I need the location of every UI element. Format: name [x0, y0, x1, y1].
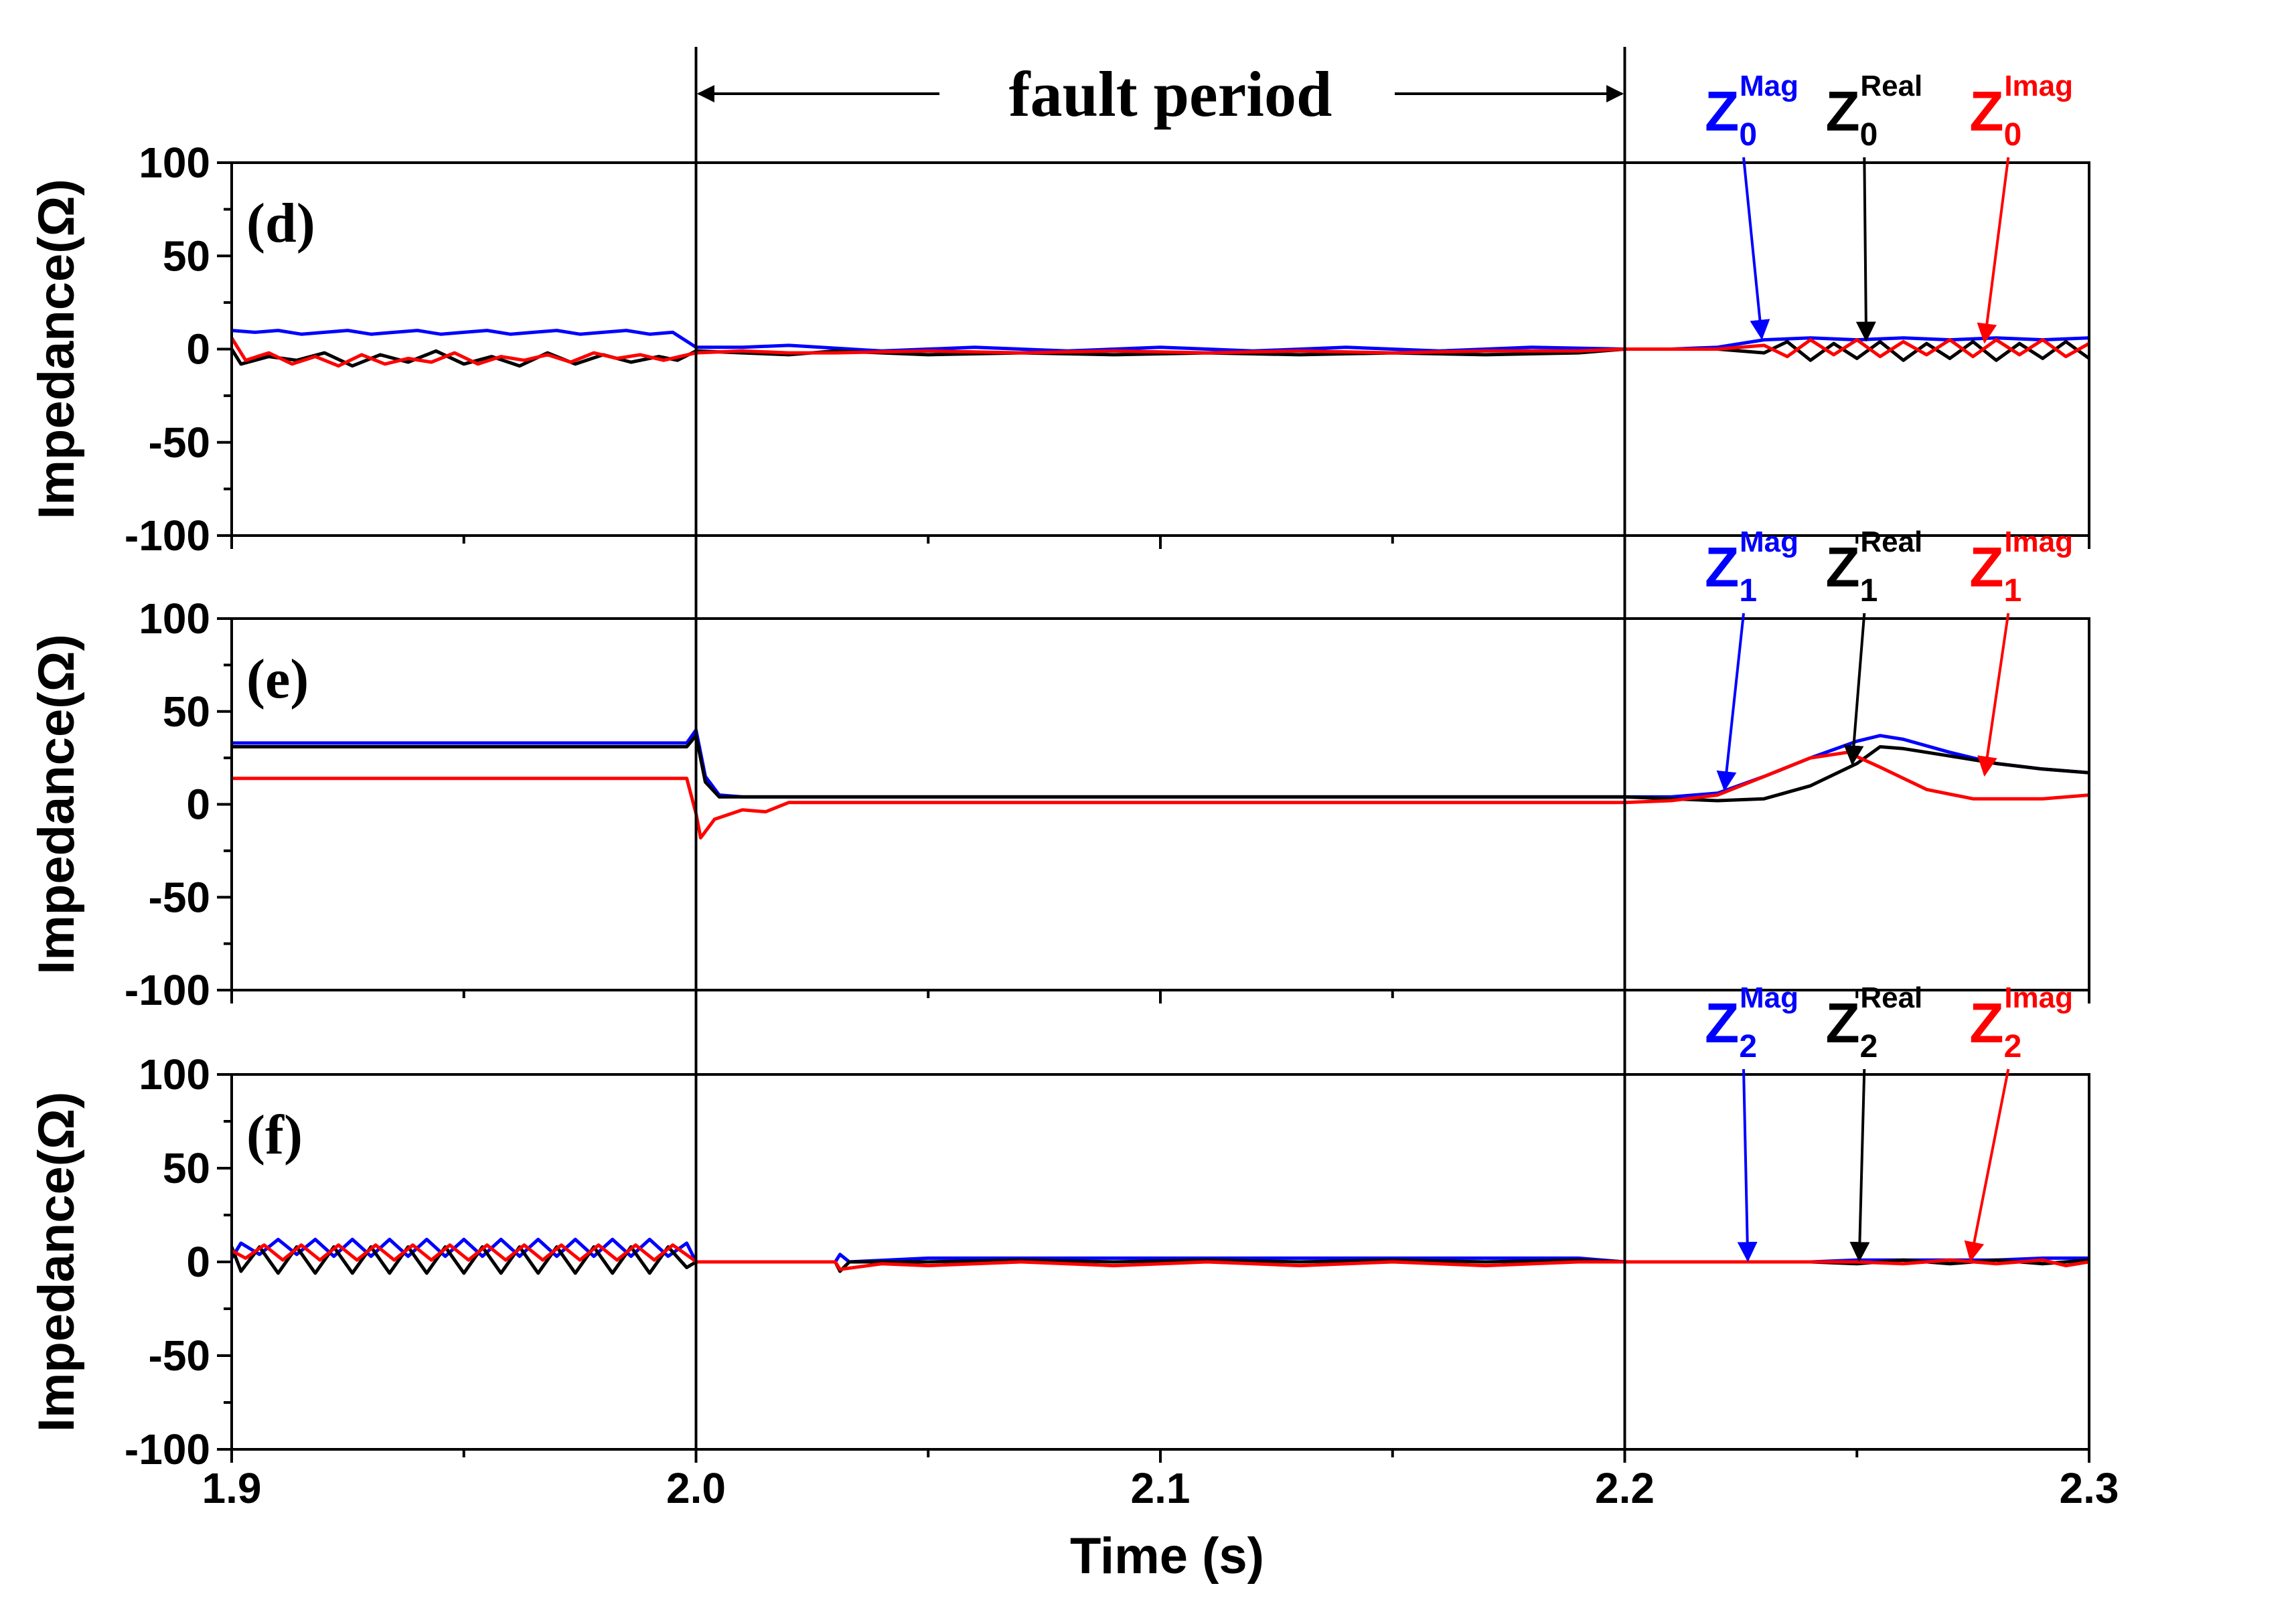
legend-sup: Mag	[1740, 526, 1798, 558]
legend-sup: Mag	[1740, 70, 1798, 102]
legend-sup: Imag	[2004, 981, 2073, 1014]
legend-label: Z2 Real	[1825, 981, 1922, 1064]
series-line	[232, 1245, 2089, 1275]
x-tick-label: 2.3	[2060, 1464, 2119, 1512]
y-tick-label: -100	[125, 1425, 210, 1473]
x-axis-title: Time (s)	[1070, 1528, 1264, 1585]
legend-main: Z	[1705, 536, 1739, 598]
y-tick-label: 100	[139, 594, 210, 643]
y-axis-title: Impedance(Ω)	[28, 1092, 85, 1433]
legend-arrow	[1716, 613, 1745, 792]
y-tick-label: 0	[186, 325, 210, 374]
legend-sub: 0	[1739, 117, 1757, 153]
legend-label: Z0 Mag	[1705, 70, 1798, 153]
legend-main: Z	[1825, 991, 1859, 1054]
panel-label: (e)	[246, 648, 309, 710]
series-line	[232, 329, 2089, 353]
y-tick-label: -100	[125, 966, 210, 1014]
legend-sub: 0	[2004, 117, 2022, 153]
legend-sup: Real	[1860, 526, 1922, 558]
overlay-layer: 1.9 2.0 2.1 2.2 2.3 Time (s) fault period	[202, 47, 2119, 1585]
panel-label: (d)	[246, 192, 315, 254]
legend-arrow	[1977, 157, 2010, 344]
legend-main: Z	[1705, 80, 1739, 143]
series-line	[232, 734, 2089, 803]
series-line	[232, 1243, 2089, 1271]
legend-label: Z0 Real	[1825, 70, 1922, 153]
y-tick-label: -100	[125, 511, 210, 560]
legend-sup: Imag	[2004, 70, 2073, 102]
legend-sub: 1	[1739, 573, 1757, 609]
legend-main: Z	[1825, 536, 1859, 598]
legend-arrow	[1742, 157, 1770, 340]
x-tick-label: 2.1	[1131, 1464, 1191, 1512]
y-tick-label: 50	[163, 1144, 210, 1192]
legend-label: Z1 Imag	[1969, 526, 2073, 609]
legend-arrow	[1964, 1068, 2010, 1263]
legend-sup: Real	[1860, 70, 1922, 102]
y-axis-title: Impedance(Ω)	[28, 179, 85, 519]
legend-arrow	[1977, 613, 2010, 777]
legend-main: Z	[1969, 991, 2003, 1054]
legend-main: Z	[1969, 536, 2003, 598]
legend-sup: Imag	[2004, 526, 2073, 558]
legend-main: Z	[1825, 80, 1859, 143]
legend-label: Z1 Real	[1825, 526, 1922, 609]
y-tick-label: 0	[186, 781, 210, 829]
series-line	[232, 750, 2089, 839]
x-tick-label: 1.9	[202, 1464, 262, 1512]
y-tick-label: 100	[139, 1050, 210, 1099]
legend-sub: 1	[1860, 573, 1878, 609]
legend-arrow	[1849, 1068, 1870, 1263]
legend-sub: 2	[1739, 1029, 1757, 1064]
legend-arrow	[1737, 1068, 1758, 1263]
y-tick-label: 50	[163, 232, 210, 280]
y-tick-label: -50	[149, 873, 211, 921]
legend-sub: 1	[2004, 573, 2022, 609]
legend-label: Z0 Imag	[1969, 70, 2073, 153]
legend-sup: Real	[1860, 981, 1922, 1014]
legend-sub: 2	[2004, 1029, 2022, 1064]
legend-arrow	[1855, 157, 1876, 342]
legend-label: Z1 Mag	[1705, 526, 1798, 609]
legend-main: Z	[1969, 80, 2003, 143]
series-line	[232, 337, 2089, 368]
series-line	[232, 339, 2089, 368]
y-tick-label: -50	[149, 1332, 211, 1380]
legend-arrow	[1843, 613, 1866, 766]
panel-label: (f)	[246, 1104, 303, 1166]
y-tick-label: 0	[186, 1238, 210, 1286]
x-tick-label: 2.0	[666, 1464, 726, 1512]
y-tick-label: -50	[149, 418, 211, 467]
legend-sub: 2	[1860, 1029, 1878, 1064]
legend-label: Z2 Imag	[1969, 981, 2073, 1064]
y-tick-label: 50	[163, 688, 210, 736]
legend-sub: 0	[1860, 117, 1878, 153]
legend-label: Z2 Mag	[1705, 981, 1798, 1064]
y-axis-title: Impedance(Ω)	[28, 634, 85, 975]
y-tick-label: 100	[139, 139, 210, 187]
plot-frame	[230, 617, 2090, 991]
legend-sup: Mag	[1740, 981, 1798, 1014]
plot-frame	[230, 161, 2090, 537]
legend-main: Z	[1705, 991, 1739, 1054]
fault-period-label: fault period	[1009, 58, 1332, 130]
x-tick-label: 2.2	[1595, 1464, 1655, 1512]
